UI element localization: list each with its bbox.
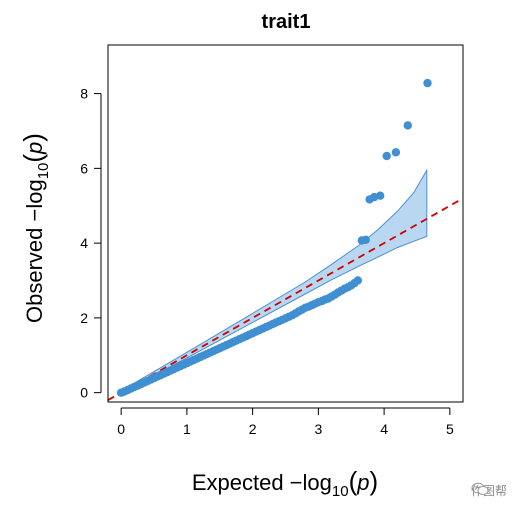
x-axis: 0 1 2 3 4 5 xyxy=(117,407,454,437)
x-tick-label: 5 xyxy=(446,421,454,437)
y-tick-label: 8 xyxy=(80,86,88,102)
outlier-point xyxy=(361,235,370,244)
confidence-band-layer xyxy=(120,168,428,394)
outlier-point xyxy=(376,191,385,200)
reference-line xyxy=(108,197,463,401)
outlier-point xyxy=(382,151,391,161)
chart-title: trait1 xyxy=(262,11,311,33)
outlier-point xyxy=(423,78,432,88)
outlier-point xyxy=(391,148,401,157)
y-tick-label: 2 xyxy=(80,310,88,326)
x-tick-label: 0 xyxy=(117,421,125,437)
watermark: 作图帮 xyxy=(471,482,507,499)
y-tick-label: 0 xyxy=(80,385,88,401)
outlier-point xyxy=(403,121,412,130)
x-tick-label: 1 xyxy=(183,421,191,437)
x-tick-label: 3 xyxy=(314,421,322,437)
x-tick-label: 4 xyxy=(380,421,388,437)
confidence-band xyxy=(120,168,428,394)
data-points-layer xyxy=(116,78,432,397)
y-tick-label: 4 xyxy=(80,235,88,251)
y-axis-label: Observed −log10(p) xyxy=(18,133,52,323)
y-tick-label: 6 xyxy=(80,160,88,176)
wechat-icon xyxy=(471,482,489,495)
plot-frame xyxy=(107,44,464,403)
reference-line-layer xyxy=(108,197,463,401)
y-axis: 0 2 4 6 8 xyxy=(80,86,102,401)
x-tick-label: 2 xyxy=(249,421,257,437)
data-point xyxy=(353,276,362,285)
x-axis-label: Expected −log10(p) xyxy=(192,466,378,500)
